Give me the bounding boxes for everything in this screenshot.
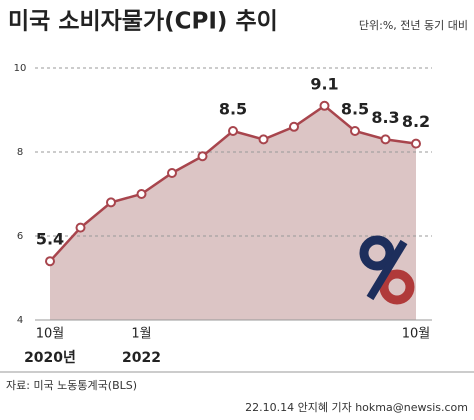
point	[258, 134, 269, 145]
x-tick-label: 1월	[131, 327, 151, 342]
point	[228, 126, 238, 136]
value-label: 9.1	[310, 74, 338, 93]
point	[411, 138, 421, 149]
value-label: 8.5	[341, 100, 369, 119]
point	[350, 126, 360, 136]
area	[50, 105, 416, 320]
value-label: 8.5	[219, 100, 247, 119]
point	[380, 134, 391, 145]
x-year-label: 2022	[122, 350, 161, 366]
y-tick-label: 8	[17, 147, 23, 158]
percent-icon	[359, 235, 415, 305]
value-label: 8.2	[402, 112, 430, 131]
value-label: 8.3	[371, 108, 399, 127]
chart-title: 미국 소비자물가(CPI) 추이	[8, 9, 278, 35]
point	[45, 256, 55, 267]
y-tick-label: 10	[14, 63, 27, 74]
point	[197, 151, 208, 162]
chart-subtitle: 단위:%, 전년 동기 대비	[359, 19, 468, 32]
point	[75, 222, 86, 233]
x-tick-label: 10월	[36, 327, 65, 342]
y-tick-label: 6	[17, 231, 23, 242]
x-year-label: 2020년	[24, 350, 76, 366]
x-tick-label: 10월	[402, 327, 431, 342]
point	[136, 189, 147, 199]
point	[106, 197, 116, 208]
point	[319, 100, 330, 111]
point	[167, 168, 177, 178]
point	[289, 121, 299, 132]
y-tick-label: 4	[17, 315, 23, 326]
value-label: 5.4	[36, 230, 64, 249]
credit: 22.10.14 안지혜 기자 hokma@newsis.com	[245, 401, 468, 414]
source: 자료: 미국 노동통계국(BLS)	[6, 379, 137, 392]
